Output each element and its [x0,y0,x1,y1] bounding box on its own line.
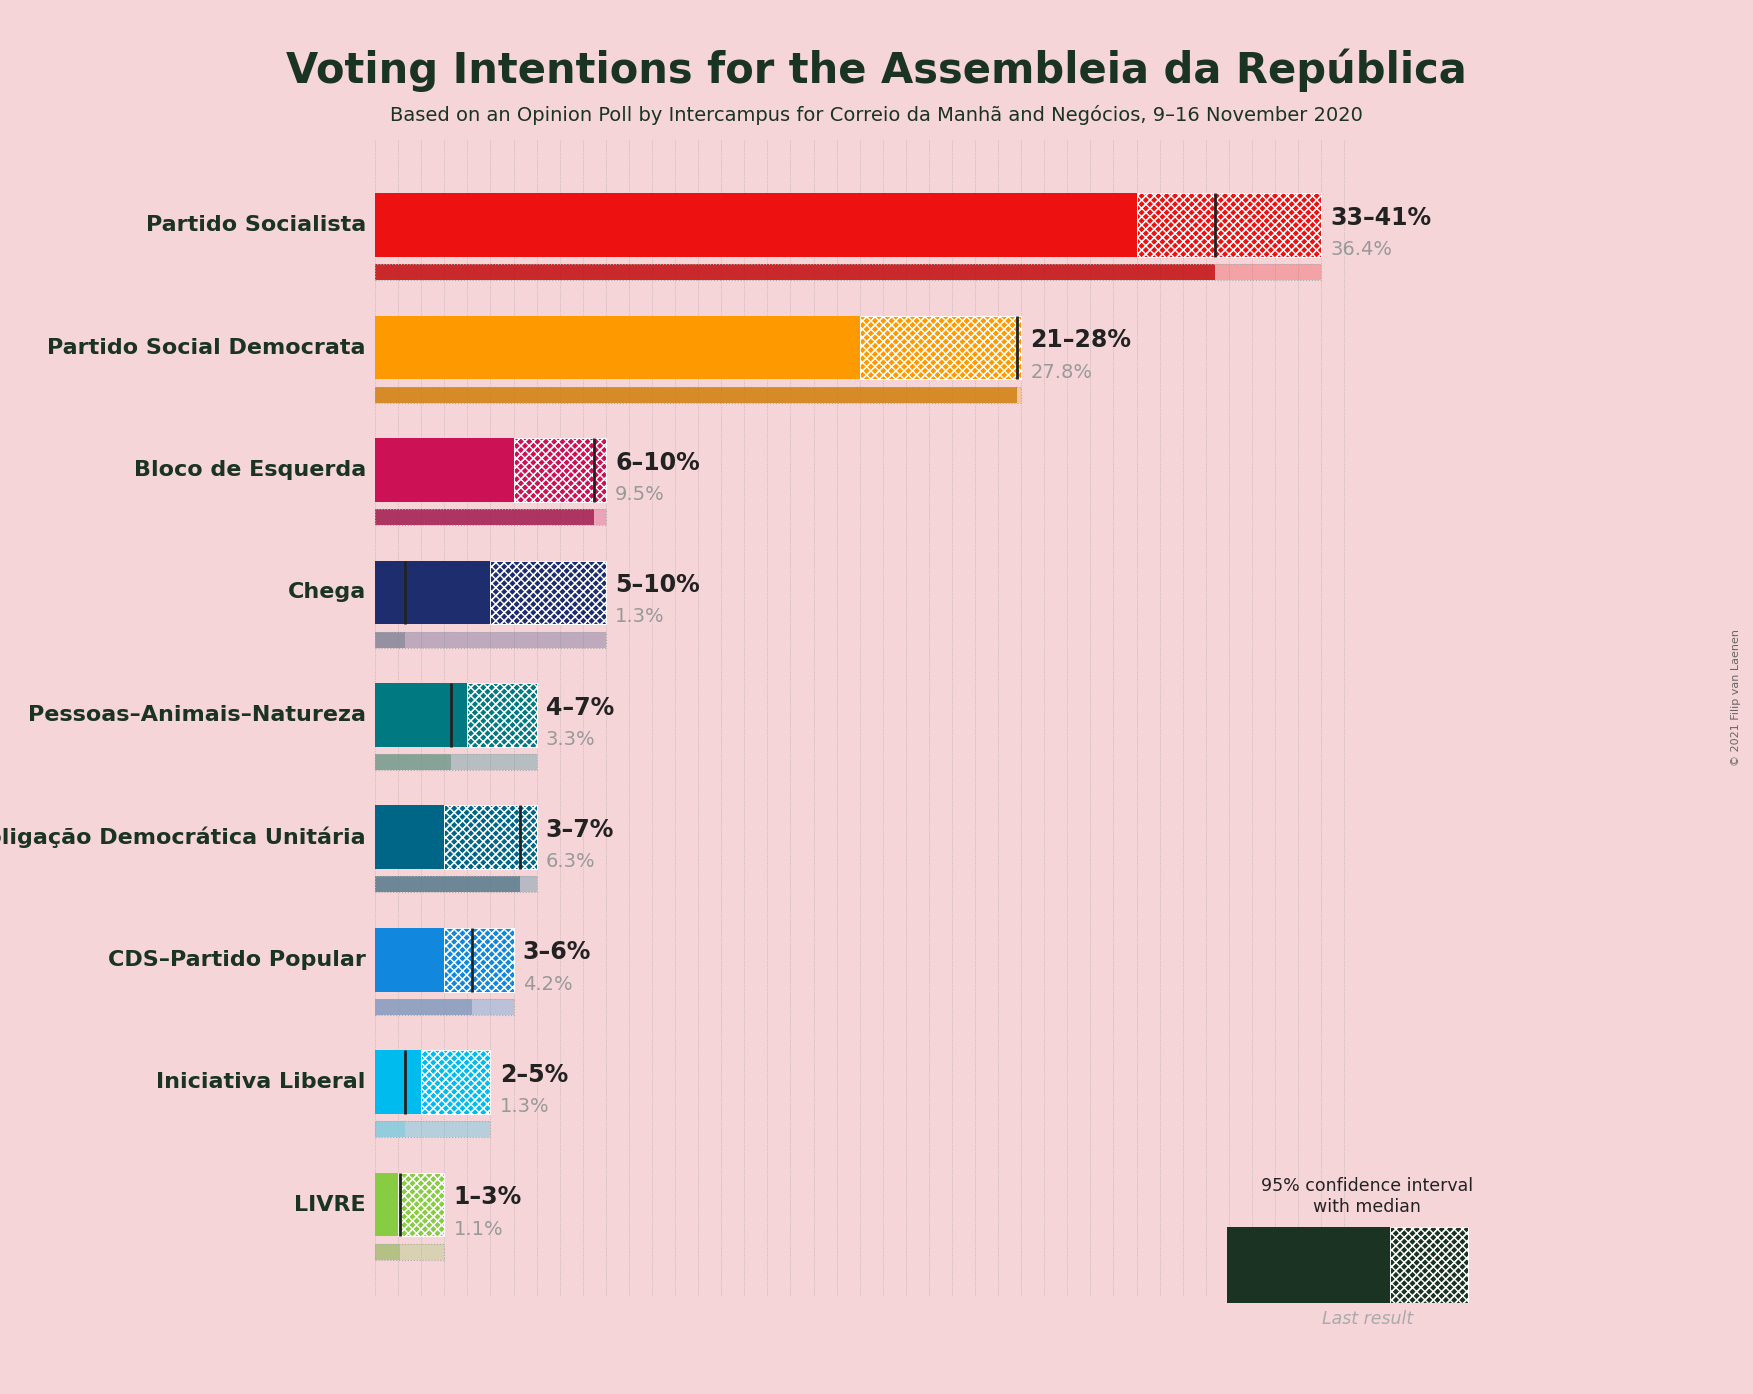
Bar [375,315,859,379]
Bar [375,386,1022,403]
Bar [1136,194,1322,256]
Text: 3–6%: 3–6% [522,941,591,965]
Bar [444,928,514,991]
Bar [491,560,607,625]
Bar [491,560,607,625]
Bar [444,806,536,868]
Bar [375,928,444,991]
Text: 6–10%: 6–10% [615,450,699,474]
Bar [375,1243,444,1260]
Text: 1–3%: 1–3% [454,1185,522,1209]
Bar [468,683,536,747]
Bar [398,1172,444,1236]
Bar [375,754,536,769]
Bar [468,683,536,747]
Bar [398,1172,444,1236]
Text: 33–41%: 33–41% [1331,206,1432,230]
Bar [859,315,1022,379]
Bar [421,1050,491,1114]
Bar [375,999,514,1015]
Bar [375,754,451,769]
Bar [375,194,1136,256]
Text: Coligação Democrática Unitária: Coligação Democrática Unitária [0,827,366,848]
Bar [1136,194,1322,256]
Bar [375,806,444,868]
Bar [375,1243,400,1260]
Bar [375,509,607,526]
Bar [1390,1227,1469,1303]
Text: 21–28%: 21–28% [1031,328,1131,353]
Text: Iniciativa Liberal: Iniciativa Liberal [156,1072,366,1092]
Text: Last result: Last result [1322,1310,1413,1328]
Bar [859,315,1022,379]
Text: Chega: Chega [287,583,366,602]
Bar [444,806,536,868]
Text: 4–7%: 4–7% [545,696,614,719]
Text: 36.4%: 36.4% [1331,240,1392,259]
Bar [375,509,594,526]
Text: © 2021 Filip van Laenen: © 2021 Filip van Laenen [1730,629,1741,765]
Bar [1136,194,1322,256]
Bar [1390,1227,1469,1303]
Text: 9.5%: 9.5% [615,485,664,505]
Bar [375,265,1322,280]
Text: Pessoas–Animais–Natureza: Pessoas–Animais–Natureza [28,705,366,725]
Bar [1390,1227,1469,1303]
Text: 27.8%: 27.8% [1031,362,1092,382]
Text: CDS–Partido Popular: CDS–Partido Popular [109,949,366,970]
Text: 1.3%: 1.3% [615,608,664,626]
Bar [375,631,405,647]
Text: 3–7%: 3–7% [545,818,614,842]
Bar [444,806,536,868]
Text: LIVRE: LIVRE [295,1195,366,1214]
Bar [375,560,491,625]
Bar [375,1050,421,1114]
Bar [1227,1227,1390,1303]
Bar [375,265,1215,280]
Text: Based on an Opinion Poll by Intercampus for Correio da Manhã and Negócios, 9–16 : Based on an Opinion Poll by Intercampus … [391,105,1362,124]
Text: 1.1%: 1.1% [454,1220,503,1239]
Bar [421,1050,491,1114]
Text: Partido Social Democrata: Partido Social Democrata [47,337,366,357]
Bar [375,1172,398,1236]
Bar [398,1172,444,1236]
Bar [514,438,607,502]
Bar [375,386,1017,403]
Text: 6.3%: 6.3% [545,852,596,871]
Text: 5–10%: 5–10% [615,573,699,597]
Bar [421,1050,491,1114]
Text: Bloco de Esquerda: Bloco de Esquerda [133,460,366,480]
Text: 95% confidence interval
with median: 95% confidence interval with median [1260,1177,1474,1216]
Bar [444,928,514,991]
Bar [859,315,1022,379]
Bar [514,438,607,502]
Bar [468,683,536,747]
Text: 3.3%: 3.3% [545,730,596,749]
Bar [375,877,521,892]
Bar [375,683,468,747]
Text: 1.3%: 1.3% [500,1097,549,1117]
Text: Partido Socialista: Partido Socialista [145,215,366,236]
Bar [375,631,607,647]
Bar [514,438,607,502]
Text: 2–5%: 2–5% [500,1062,568,1087]
Bar [375,877,536,892]
Bar [375,1121,405,1138]
Bar [375,999,472,1015]
Bar [444,928,514,991]
Bar [375,1121,491,1138]
Bar [375,438,514,502]
Text: Voting Intentions for the Assembleia da República: Voting Intentions for the Assembleia da … [286,49,1467,92]
Bar [491,560,607,625]
Text: 4.2%: 4.2% [522,974,573,994]
